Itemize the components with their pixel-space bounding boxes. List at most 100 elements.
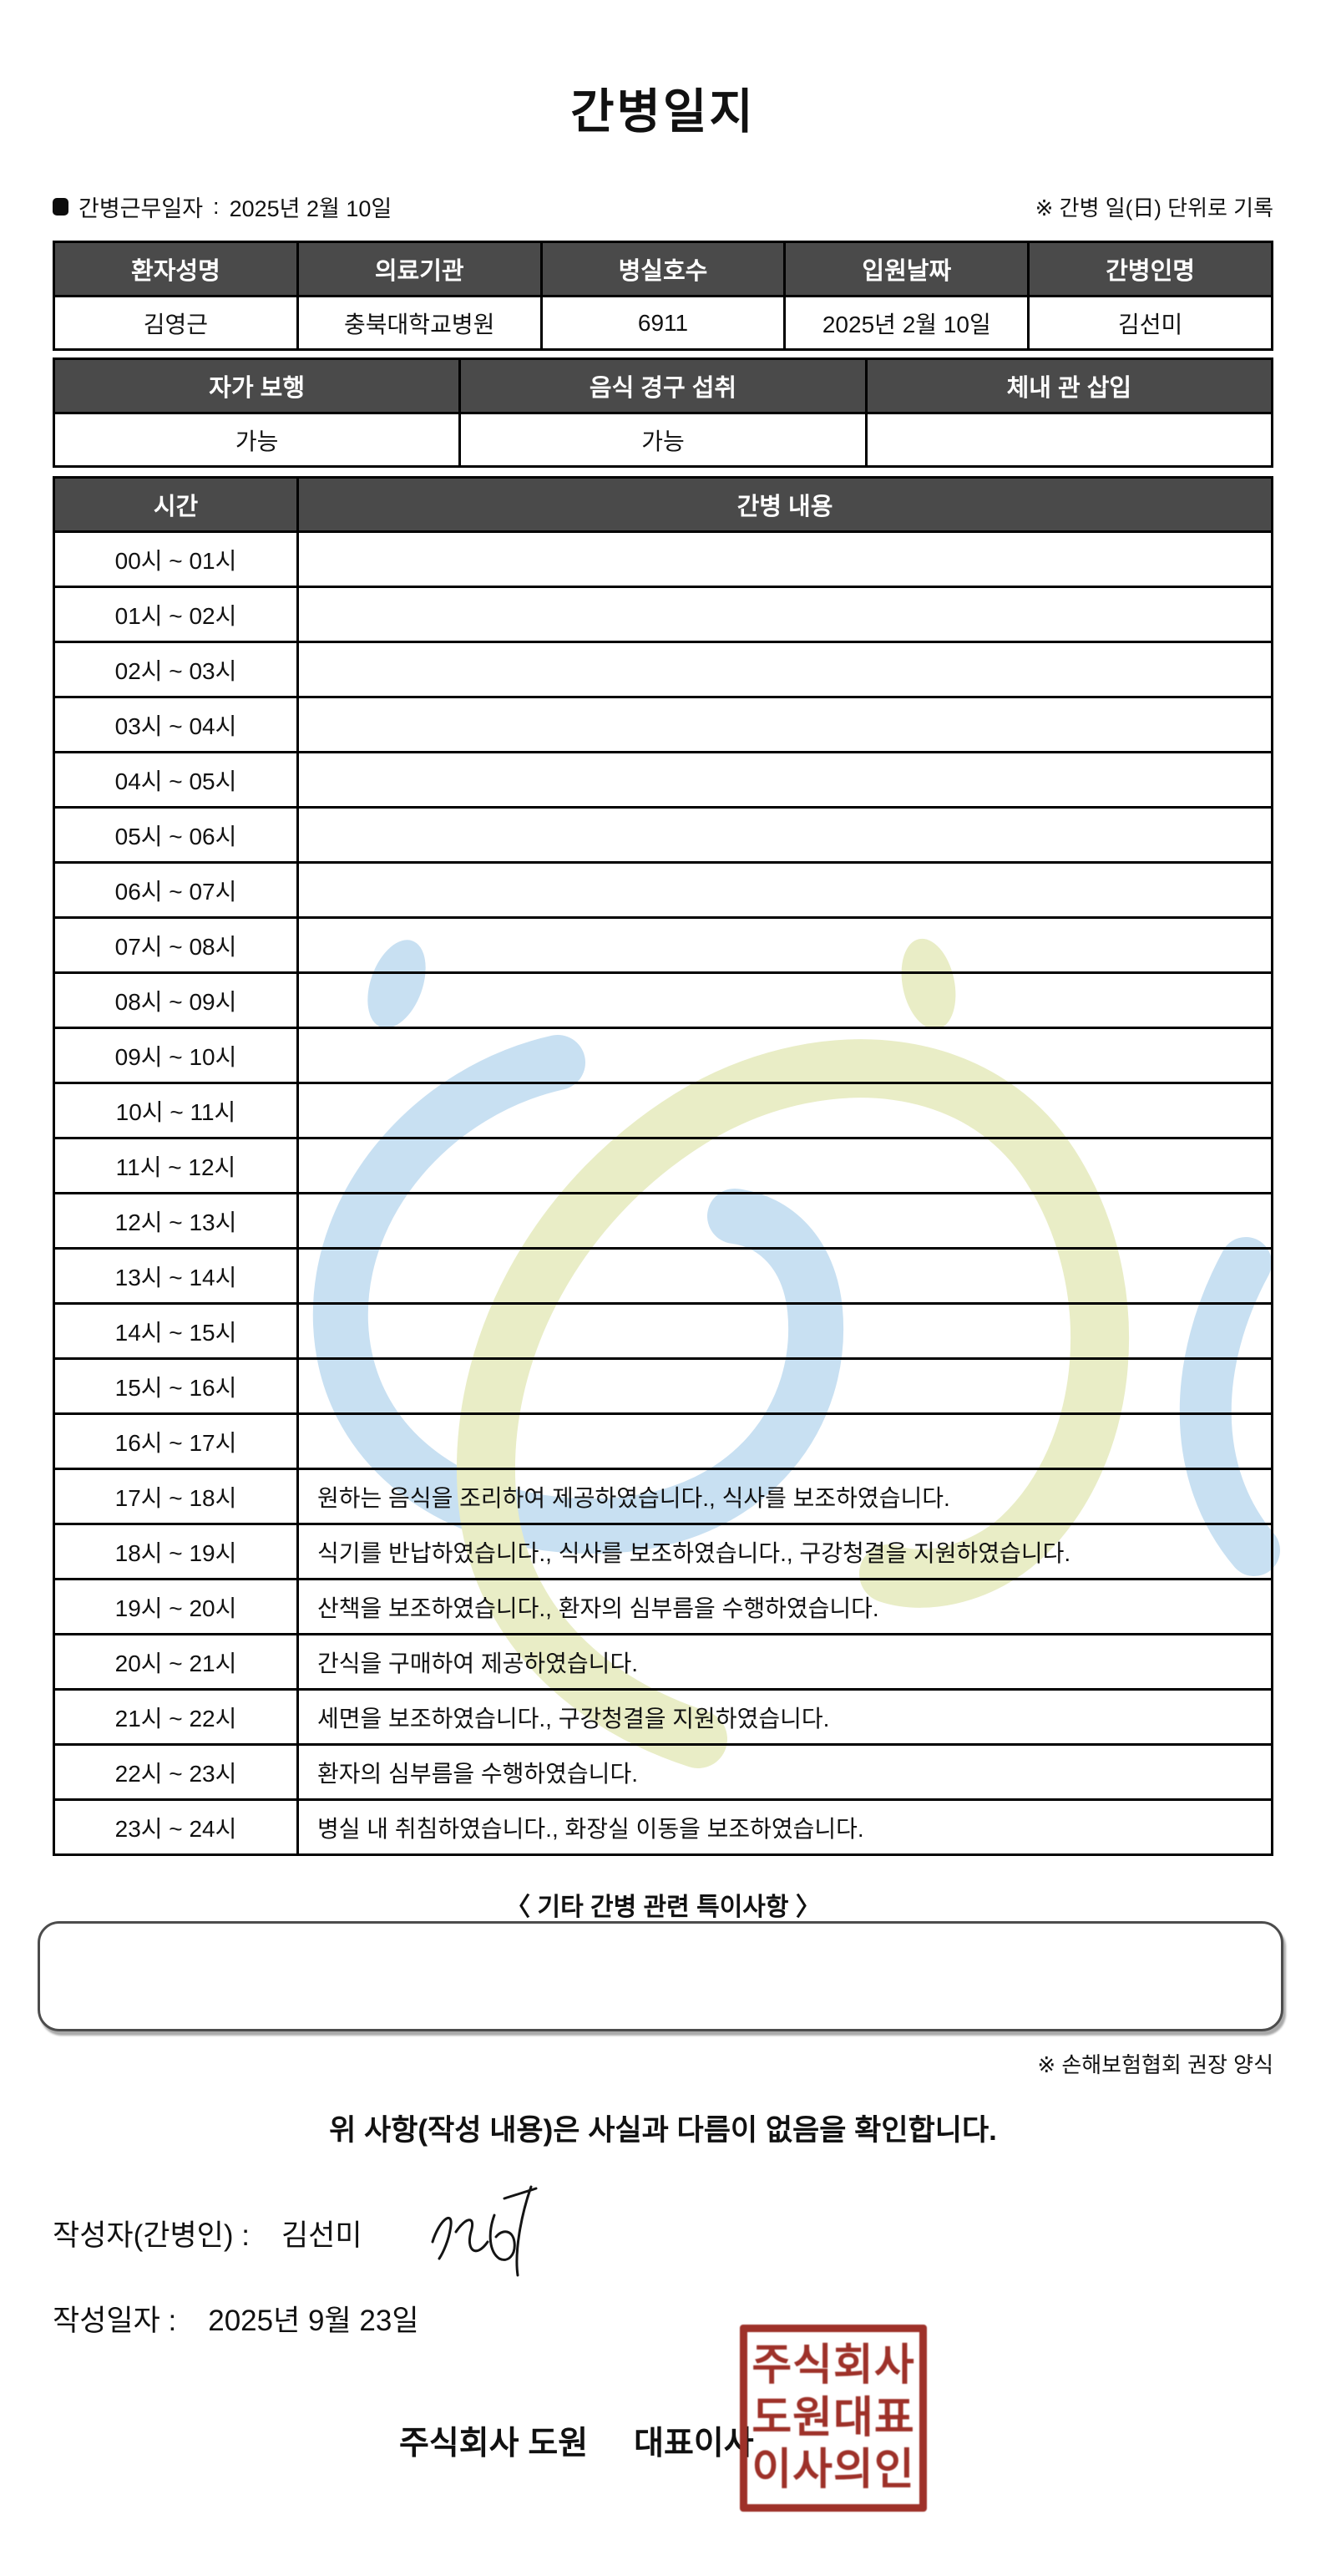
care-row-content xyxy=(296,586,1273,643)
care-row: 01시 ~ 02시 xyxy=(53,586,1273,643)
care-row-content xyxy=(296,1247,1273,1305)
care-row-content: 병실 내 취침하였습니다., 화장실 이동을 보조하였습니다. xyxy=(296,1798,1273,1856)
oral-intake-value: 가능 xyxy=(458,412,868,468)
care-row: 07시 ~ 08시 xyxy=(53,916,1273,974)
work-date-label: 간병근무일자 xyxy=(78,196,204,221)
tube-insertion-value xyxy=(864,412,1274,468)
care-row: 18시 ~ 19시 식기를 반납하였습니다., 식사를 보조하였습니다., 구강청… xyxy=(53,1523,1273,1580)
status-value-row: 가능 가능 xyxy=(52,412,1274,468)
column-header: 간병인명 xyxy=(1027,241,1273,297)
care-row-time: 16시 ~ 17시 xyxy=(53,1412,299,1470)
work-date-value: 2025년 2월 10일 xyxy=(229,196,392,221)
patient-info-header-row: 환자성명 의료기관 병실호수 입원날짜 간병인명 xyxy=(53,241,1273,297)
care-row-time: 09시 ~ 10시 xyxy=(53,1027,299,1084)
care-row-time: 07시 ~ 08시 xyxy=(53,916,299,974)
special-notes-box xyxy=(38,1921,1283,2031)
care-row-time: 21시 ~ 22시 xyxy=(53,1688,299,1746)
column-header: 입원날짜 xyxy=(783,241,1030,297)
write-date-line: 작성일자 : 2025년 9월 23일 xyxy=(53,2297,419,2340)
care-row: 05시 ~ 06시 xyxy=(53,806,1273,864)
care-row-time: 20시 ~ 21시 xyxy=(53,1633,299,1691)
care-row-time: 02시 ~ 03시 xyxy=(53,641,299,698)
write-date-value: 2025년 9월 23일 xyxy=(208,2305,419,2337)
care-table-body: 00시 ~ 01시 01시 ~ 02시 02시 ~ 03시 03시 ~ 04시 04시 … xyxy=(53,530,1273,1856)
care-row: 09시 ~ 10시 xyxy=(53,1027,1273,1084)
handwritten-signature xyxy=(431,2185,538,2277)
meta-row: 간병근무일자 : 2025년 2월 10일 ※ 간병 일(日) 단위로 기록 xyxy=(53,190,1273,223)
care-row: 06시 ~ 07시 xyxy=(53,861,1273,919)
care-row-content xyxy=(296,1192,1273,1250)
hospital-name: 충북대학교병원 xyxy=(296,295,543,351)
square-bullet-icon xyxy=(53,198,68,216)
care-row-content xyxy=(296,530,1273,588)
care-row-content: 원하는 음식을 조리하여 제공하였습니다., 식사를 보조하였습니다. xyxy=(296,1468,1273,1525)
care-row: 10시 ~ 11시 xyxy=(53,1082,1273,1139)
patient-name: 김영근 xyxy=(53,295,299,351)
care-row-content xyxy=(296,861,1273,919)
corporate-seal-stamp: 주식회사 도원대표 이사의인 xyxy=(740,2325,927,2512)
care-row-time: 18시 ~ 19시 xyxy=(53,1523,299,1580)
care-row-time: 06시 ~ 07시 xyxy=(53,861,299,919)
writer-line: 작성자(간병인) : 김선미 xyxy=(53,2212,362,2254)
care-row: 11시 ~ 12시 xyxy=(53,1137,1273,1194)
care-row: 08시 ~ 09시 xyxy=(53,971,1273,1029)
special-notes-heading: 〈 기타 간병 관련 특이사항 〉 xyxy=(505,1894,821,1921)
company-line: 주식회사 도원 대표이사 xyxy=(399,2417,754,2464)
write-date-label: 작성일자 : xyxy=(53,2305,177,2337)
care-row-content xyxy=(296,1027,1273,1084)
column-header: 환자성명 xyxy=(53,241,299,297)
work-date-separator: : xyxy=(213,194,220,219)
care-row: 19시 ~ 20시 산책을 보조하였습니다., 환자의 심부름을 수행하였습니다. xyxy=(53,1578,1273,1635)
care-row: 17시 ~ 18시 원하는 음식을 조리하여 제공하였습니다., 식사를 보조하였… xyxy=(53,1468,1273,1525)
column-header: 의료기관 xyxy=(296,241,543,297)
care-row-content xyxy=(296,641,1273,698)
care-table-header-row: 시간 간병 내용 xyxy=(53,476,1273,533)
company-role: 대표이사 xyxy=(634,2426,754,2462)
care-row-content xyxy=(296,1357,1273,1415)
care-row-time: 04시 ~ 05시 xyxy=(53,751,299,809)
seal-line: 이사의인 xyxy=(752,2446,915,2495)
care-row: 13시 ~ 14시 xyxy=(53,1247,1273,1305)
room-number: 6911 xyxy=(539,295,787,351)
care-row-time: 12시 ~ 13시 xyxy=(53,1192,299,1250)
column-header: 체내 관 삽입 xyxy=(864,357,1274,414)
care-row-content: 세면을 보조하였습니다., 구강청결을 지원하였습니다. xyxy=(296,1688,1273,1746)
care-row-time: 01시 ~ 02시 xyxy=(53,586,299,643)
confirmation-statement: 위 사항(작성 내용)은 사실과 다름이 없음을 확인합니다. xyxy=(329,2114,997,2147)
page-title: 간병일지 xyxy=(570,85,756,139)
admission-date: 2025년 2월 10일 xyxy=(783,295,1030,351)
care-row: 03시 ~ 04시 xyxy=(53,696,1273,753)
care-row-time: 11시 ~ 12시 xyxy=(53,1137,299,1194)
care-row-content xyxy=(296,751,1273,809)
care-row-content xyxy=(296,1412,1273,1470)
column-header: 병실호수 xyxy=(539,241,787,297)
care-row: 20시 ~ 21시 간식을 구매하여 제공하였습니다. xyxy=(53,1633,1273,1691)
care-row-time: 03시 ~ 04시 xyxy=(53,696,299,753)
caregiver-name: 김선미 xyxy=(1027,295,1273,351)
care-row-time: 10시 ~ 11시 xyxy=(53,1082,299,1139)
seal-line: 주식회사 xyxy=(752,2341,915,2391)
care-row-content: 식기를 반납하였습니다., 식사를 보조하였습니다., 구강청결을 지원하였습니… xyxy=(296,1523,1273,1580)
company-name: 주식회사 도원 xyxy=(399,2426,589,2462)
care-row: 16시 ~ 17시 xyxy=(53,1412,1273,1470)
care-row: 22시 ~ 23시 환자의 심부름을 수행하였습니다. xyxy=(53,1743,1273,1801)
care-row-time: 05시 ~ 06시 xyxy=(53,806,299,864)
care-row-time: 17시 ~ 18시 xyxy=(53,1468,299,1525)
care-row: 23시 ~ 24시 병실 내 취침하였습니다., 화장실 이동을 보조하였습니다. xyxy=(53,1798,1273,1856)
care-row-time: 08시 ~ 09시 xyxy=(53,971,299,1029)
care-row-content xyxy=(296,916,1273,974)
care-row-time: 14시 ~ 15시 xyxy=(53,1302,299,1360)
care-row: 12시 ~ 13시 xyxy=(53,1192,1273,1250)
hourly-care-table: 시간 간병 내용 00시 ~ 01시 01시 ~ 02시 02시 ~ 03시 03시 … xyxy=(53,476,1273,1856)
writer-name: 김선미 xyxy=(281,2219,362,2252)
column-header: 자가 보행 xyxy=(52,357,462,414)
care-row-time: 19시 ~ 20시 xyxy=(53,1578,299,1635)
care-row-content xyxy=(296,806,1273,864)
care-row-time: 23시 ~ 24시 xyxy=(53,1798,299,1856)
care-row: 02시 ~ 03시 xyxy=(53,641,1273,698)
care-row-content: 환자의 심부름을 수행하였습니다. xyxy=(296,1743,1273,1801)
content-column-header: 간병 내용 xyxy=(296,476,1273,533)
time-column-header: 시간 xyxy=(53,476,299,533)
care-row-time: 22시 ~ 23시 xyxy=(53,1743,299,1801)
